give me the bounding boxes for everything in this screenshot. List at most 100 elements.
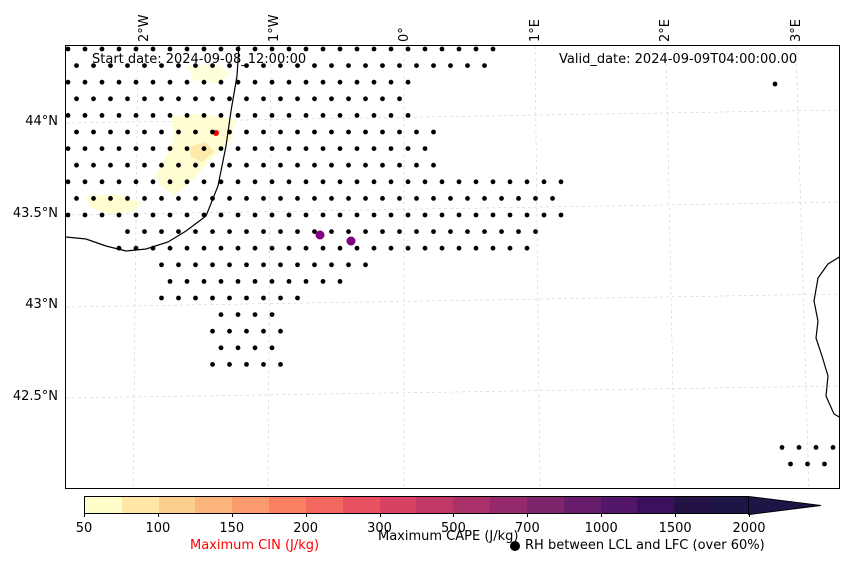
rh-marker — [431, 229, 436, 235]
rh-marker — [150, 245, 156, 251]
rh-marker — [159, 262, 164, 268]
rh-marker — [99, 79, 105, 85]
rh-marker — [184, 113, 190, 118]
rh-marker — [303, 113, 309, 118]
rh-marker — [159, 196, 164, 201]
rh-marker — [227, 63, 232, 68]
rh-marker — [210, 328, 215, 334]
rh-marker — [337, 46, 343, 52]
rh-marker — [431, 63, 436, 68]
rh-marker — [261, 262, 266, 268]
rh-marker — [184, 146, 190, 151]
rh-marker — [142, 162, 147, 168]
colorbar-segment — [232, 497, 270, 513]
rh-marker — [337, 245, 343, 251]
parallel-42-5n — [66, 385, 839, 399]
rh-marker — [499, 229, 504, 235]
rh-marker — [167, 279, 173, 284]
colorbar-tick-label: 150 — [219, 521, 245, 536]
lon-label-1e: 1°E — [528, 19, 543, 42]
rh-marker — [159, 96, 164, 102]
rh-marker — [371, 113, 377, 118]
rh-marker — [295, 63, 300, 68]
rh-marker — [66, 212, 71, 218]
rh-marker — [371, 179, 377, 185]
meridian-2w — [132, 46, 139, 488]
colorbar-tick-mark — [379, 513, 381, 517]
parallel-43-5n — [66, 201, 839, 216]
cape-area-50-north — [186, 64, 231, 84]
cape-area-100 — [190, 142, 214, 162]
rh-legend: RH between LCL and LFC (over 60%) — [510, 538, 765, 553]
rh-marker — [133, 146, 139, 151]
rh-marker — [363, 262, 368, 268]
rh-marker — [388, 113, 394, 118]
rh-marker — [82, 113, 88, 118]
rh-marker — [320, 146, 326, 151]
rh-marker — [227, 96, 232, 102]
rh-marker — [210, 129, 215, 135]
rh-marker — [337, 113, 343, 118]
rh-marker — [329, 63, 334, 68]
rh-marker — [397, 196, 402, 201]
colorbar-tick-mark — [527, 513, 529, 517]
rh-marker — [346, 196, 351, 201]
rh-marker — [422, 212, 428, 218]
rh-marker — [252, 212, 258, 218]
rh-marker — [261, 162, 266, 168]
rh-marker — [320, 212, 326, 218]
rh-marker — [456, 212, 462, 218]
rh-marker — [312, 196, 317, 201]
rh-marker — [346, 162, 351, 168]
rh-marker — [184, 179, 190, 185]
rh-marker — [142, 129, 147, 135]
rh-marker — [354, 79, 360, 85]
coastline — [66, 46, 839, 418]
rh-marker — [320, 179, 326, 185]
rh-marker — [329, 129, 334, 135]
rh-marker — [346, 96, 351, 102]
rh-marker — [167, 179, 173, 185]
rh-marker — [91, 63, 96, 68]
rh-marker — [490, 212, 496, 218]
rh-marker — [184, 212, 190, 218]
rh-marker — [150, 179, 156, 185]
rh-marker — [252, 245, 258, 251]
rh-marker — [176, 229, 181, 235]
rh-marker — [201, 179, 207, 185]
rh-marker — [227, 328, 232, 334]
rh-marker — [133, 79, 139, 85]
rh-marker — [252, 312, 258, 317]
rh-marker — [830, 445, 836, 450]
rh-marker — [269, 79, 275, 85]
rh-marker — [796, 445, 802, 450]
rh-marker — [278, 196, 283, 201]
rh-marker — [422, 146, 428, 151]
rh-marker — [227, 196, 232, 201]
rh-marker — [337, 179, 343, 185]
rh-marker — [218, 312, 224, 317]
rh-marker — [201, 146, 207, 151]
rh-marker — [218, 46, 224, 52]
rh-marker — [405, 146, 411, 151]
rh-marker — [201, 245, 207, 251]
rh-marker — [82, 79, 88, 85]
rh-marker — [490, 245, 496, 251]
rh-marker — [405, 245, 411, 251]
colorbar-title: Maximum CAPE (J/kg) — [378, 529, 519, 544]
rh-marker — [286, 245, 292, 251]
rh-marker — [380, 196, 385, 201]
rh-marker — [320, 79, 326, 85]
rh-marker — [286, 113, 292, 118]
cape-markers — [315, 230, 356, 246]
rh-marker — [133, 212, 139, 218]
rh-marker — [167, 46, 173, 52]
colorbar-tick-mark — [749, 513, 750, 517]
rh-marker — [320, 46, 326, 52]
rh-marker — [431, 196, 436, 201]
rh-marker — [269, 179, 275, 185]
rh-marker — [252, 146, 258, 151]
rh-marker — [354, 113, 360, 118]
meridian-3e — [795, 46, 810, 488]
rh-marker — [397, 63, 402, 68]
